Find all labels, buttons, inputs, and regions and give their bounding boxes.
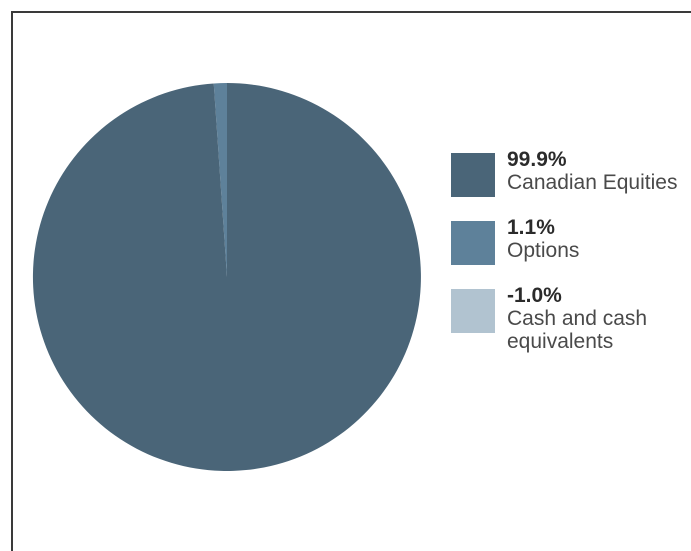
pie-slice-options [213, 82, 227, 277]
pie-slice-canadian-equities [32, 83, 421, 471]
legend-value: -1.0% [507, 284, 562, 307]
pie-slices [32, 82, 421, 471]
legend-label: Canadian Equities [507, 171, 678, 194]
legend-swatch [451, 221, 495, 265]
pie-chart [32, 82, 421, 471]
chart-frame [11, 11, 691, 551]
legend-label: Cash and cash [507, 307, 648, 330]
legend-value: 99.9% [507, 148, 567, 171]
legend-label: equivalents [507, 330, 614, 353]
legend-value: 1.1% [507, 216, 555, 239]
legend-swatch [451, 153, 495, 197]
legend-label: Options [507, 239, 580, 262]
legend-swatch [451, 289, 495, 333]
